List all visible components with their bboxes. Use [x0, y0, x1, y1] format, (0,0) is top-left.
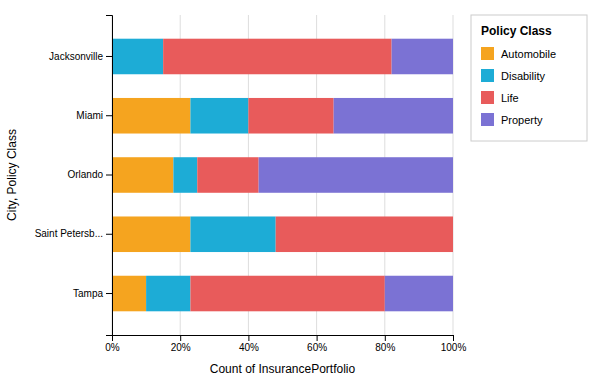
- x-tick-mark: [453, 335, 454, 341]
- y-tick-mark: [106, 293, 112, 294]
- y-axis: Tampa Saint Petersb... Orlando Miami Jackson…: [35, 16, 113, 336]
- y-tick: Tampa: [73, 288, 112, 299]
- bar: [112, 276, 146, 312]
- legend-label: Disability: [501, 70, 546, 82]
- x-tick: 20%: [171, 335, 191, 353]
- chart: 0% 20% 40% 60% 80% 100% Tampa Saint Petersb... O…: [0, 0, 593, 383]
- bar: [190, 276, 384, 312]
- x-tick-label: 100%: [441, 342, 467, 353]
- bar: [248, 98, 333, 134]
- y-tick: Miami: [76, 110, 112, 121]
- x-tick-label: 0%: [105, 342, 120, 353]
- legend-swatch: [481, 91, 494, 104]
- bar: [112, 216, 190, 252]
- legend: Policy Class Automobile Disability Life Prop…: [471, 15, 587, 141]
- bar: [197, 157, 258, 193]
- legend-item: Disability: [481, 69, 546, 82]
- bar: [385, 276, 453, 312]
- x-tick: 60%: [307, 335, 327, 353]
- legend-item: Automobile: [481, 47, 556, 60]
- y-tick-label: Miami: [76, 110, 103, 121]
- y-tick-label: Orlando: [67, 169, 103, 180]
- grid: [112, 15, 453, 335]
- y-tick: Jacksonville: [49, 51, 112, 62]
- bar: [392, 39, 453, 75]
- x-tick-mark: [385, 335, 386, 341]
- y-tick: Orlando: [67, 169, 112, 180]
- series: [259, 39, 453, 312]
- y-tick-label: Jacksonville: [49, 51, 103, 62]
- x-tick: 80%: [375, 335, 395, 353]
- legend-frame: [471, 15, 587, 141]
- bar: [112, 157, 173, 193]
- bar: [190, 216, 275, 252]
- bar: [173, 157, 197, 193]
- y-tick-label: Saint Petersb...: [35, 228, 103, 239]
- legend-item: Property: [481, 113, 543, 126]
- bar: [112, 98, 190, 134]
- legend-swatch: [481, 113, 494, 126]
- y-tick-mark: [106, 234, 112, 235]
- bar: [453, 216, 454, 252]
- series: [163, 39, 453, 312]
- y-tick-mark: [106, 115, 112, 116]
- bar: [163, 39, 391, 75]
- bar: [146, 276, 190, 312]
- y-tick-mark: [106, 56, 112, 57]
- legend-label: Life: [501, 92, 519, 104]
- x-axis-line: [113, 336, 454, 342]
- y-tick: Saint Petersb...: [35, 228, 112, 239]
- x-tick-label: 40%: [239, 342, 259, 353]
- legend-swatch: [481, 47, 494, 60]
- legend-label: Property: [501, 114, 543, 126]
- legend-item: Life: [481, 91, 519, 104]
- x-tick-mark: [180, 335, 181, 341]
- x-axis: 0% 20% 40% 60% 80% 100%: [105, 335, 466, 353]
- bar: [112, 39, 163, 75]
- x-tick-mark: [317, 335, 318, 341]
- legend-label: Automobile: [501, 48, 556, 60]
- x-tick: 100%: [441, 335, 467, 353]
- y-axis-title: City, Policy Class: [5, 129, 19, 221]
- plot: 0% 20% 40% 60% 80% 100% Tampa Saint Petersb... O…: [35, 15, 467, 353]
- x-tick: 40%: [239, 335, 259, 353]
- bars: [112, 39, 453, 312]
- bar: [259, 157, 453, 193]
- series: [112, 39, 276, 312]
- x-axis-title: Count of InsurancePortfolio: [210, 362, 356, 376]
- x-tick: 0%: [105, 335, 120, 353]
- x-tick-label: 20%: [171, 342, 191, 353]
- y-axis-line: [106, 16, 113, 336]
- x-tick-label: 60%: [307, 342, 327, 353]
- legend-title: Policy Class: [481, 24, 552, 38]
- legend-swatch: [481, 69, 494, 82]
- x-tick-label: 80%: [375, 342, 395, 353]
- series: [112, 98, 190, 311]
- bar: [334, 98, 453, 134]
- bar: [276, 216, 453, 252]
- y-tick-mark: [106, 175, 112, 176]
- bar: [190, 98, 248, 134]
- y-tick-label: Tampa: [73, 288, 103, 299]
- x-tick-mark: [248, 335, 249, 341]
